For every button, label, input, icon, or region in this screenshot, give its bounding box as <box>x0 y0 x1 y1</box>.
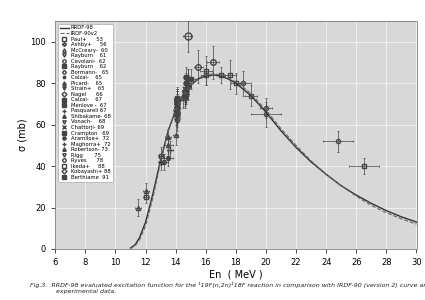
Text: Fig.3.  RRDF-98 evaluated excitation function for the ¹19F(n,2n)¹18F reaction in: Fig.3. RRDF-98 evaluated excitation func… <box>30 282 425 294</box>
Y-axis label: σ (mb): σ (mb) <box>18 119 28 151</box>
Legend: RRDF-98, IRDF-90v2, Paul+      53, Ashby+     56, McCreary-  60, Rayburn    61, : RRDF-98, IRDF-90v2, Paul+ 53, Ashby+ 56,… <box>58 24 113 182</box>
X-axis label: En  ( MeV ): En ( MeV ) <box>209 270 263 280</box>
